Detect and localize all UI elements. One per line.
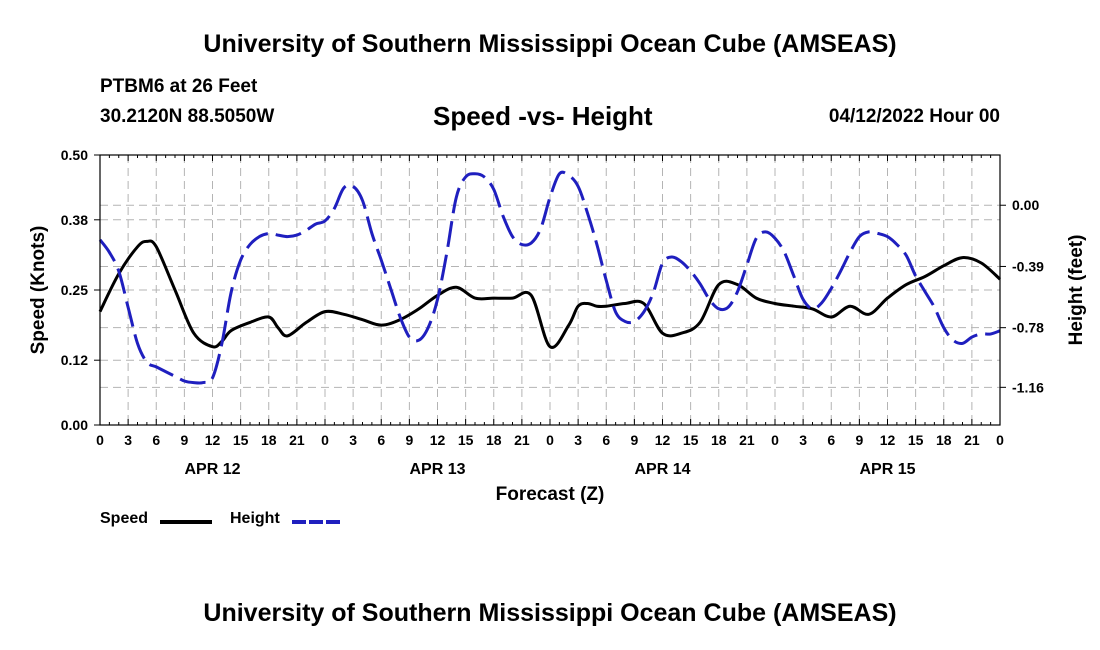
x-tick-label: 18 xyxy=(936,432,952,448)
legend-height-label: Height xyxy=(230,510,280,527)
legend-height-swatch xyxy=(292,520,342,524)
y-tick-label: 0.25 xyxy=(61,282,88,298)
y2-tick-label: -0.78 xyxy=(1012,320,1044,336)
x-tick-label: 0 xyxy=(771,432,779,448)
x-tick-label: 6 xyxy=(377,432,385,448)
series xyxy=(98,170,1002,385)
axes: 0 3 6 9 12 15 18 21 0 3 6 9 12 15 18 21 0 3 6 9 12 15 18 21 0 3 6 9… xyxy=(61,147,1044,478)
x-tick-label: 0 xyxy=(321,432,329,448)
x-tick-label: 21 xyxy=(964,432,980,448)
footer-title: University of Southern Mississippi Ocean… xyxy=(203,599,897,627)
x-tick-label: 3 xyxy=(349,432,357,448)
y-tick-label: 0.00 xyxy=(61,417,88,433)
x-tick-label: 18 xyxy=(486,432,502,448)
chart-title: University of Southern Mississippi Ocean… xyxy=(203,30,897,58)
coordinates-label: 30.2120N 88.5050W xyxy=(100,106,275,127)
date-label: APR 12 xyxy=(184,461,240,478)
x-tick-label: 15 xyxy=(458,432,474,448)
x-tick-label: 6 xyxy=(827,432,835,448)
y2-tick-label: -1.16 xyxy=(1012,379,1044,395)
x-tick-label: 12 xyxy=(205,432,221,448)
x-tick-label: 18 xyxy=(261,432,277,448)
x-tick-label: 15 xyxy=(233,432,249,448)
x-tick-label: 12 xyxy=(655,432,671,448)
y2-tick-label: -0.39 xyxy=(1012,258,1044,274)
date-label: APR 14 xyxy=(634,461,690,478)
x-tick-label: 0 xyxy=(996,432,1004,448)
y-tick-label: 0.12 xyxy=(61,352,88,368)
height-series-line xyxy=(98,170,1001,385)
legend-speed-swatch xyxy=(160,520,212,524)
x-tick-label: 12 xyxy=(880,432,896,448)
x-tick-label: 6 xyxy=(602,432,610,448)
x-tick-label: 21 xyxy=(289,432,305,448)
y2-axis-label: Height (feet) xyxy=(1066,235,1087,346)
x-tick-label: 9 xyxy=(405,432,413,448)
x-axis-label: Forecast (Z) xyxy=(496,484,605,505)
x-tick-label: 9 xyxy=(180,432,188,448)
x-tick-label: 21 xyxy=(739,432,755,448)
date-label: APR 13 xyxy=(409,461,465,478)
x-tick-label: 21 xyxy=(514,432,530,448)
x-tick-label: 9 xyxy=(630,432,638,448)
y-axis-label: Speed (Knots) xyxy=(28,226,49,355)
legend-speed-label: Speed xyxy=(100,510,149,527)
x-tick-label: 3 xyxy=(124,432,132,448)
date-label: APR 15 xyxy=(859,461,915,478)
x-tick-label: 0 xyxy=(96,432,104,448)
x-tick-label: 9 xyxy=(855,432,863,448)
x-tick-label: 12 xyxy=(430,432,446,448)
x-tick-label: 15 xyxy=(683,432,699,448)
y-tick-label: 0.38 xyxy=(61,212,88,228)
grid xyxy=(100,155,1000,425)
y-tick-label: 0.50 xyxy=(61,147,88,163)
chart-subtitle: Speed -vs- Height xyxy=(433,101,653,131)
x-tick-label: 3 xyxy=(799,432,807,448)
forecast-datetime: 04/12/2022 Hour 00 xyxy=(828,106,1000,127)
x-tick-label: 3 xyxy=(574,432,582,448)
speed-series-line xyxy=(98,239,1002,349)
x-tick-label: 18 xyxy=(711,432,727,448)
station-label: PTBM6 at 26 Feet xyxy=(100,76,258,97)
y2-tick-label: 0.00 xyxy=(1012,197,1039,213)
x-tick-label: 0 xyxy=(546,432,554,448)
x-tick-label: 6 xyxy=(152,432,160,448)
x-tick-label: 15 xyxy=(908,432,924,448)
